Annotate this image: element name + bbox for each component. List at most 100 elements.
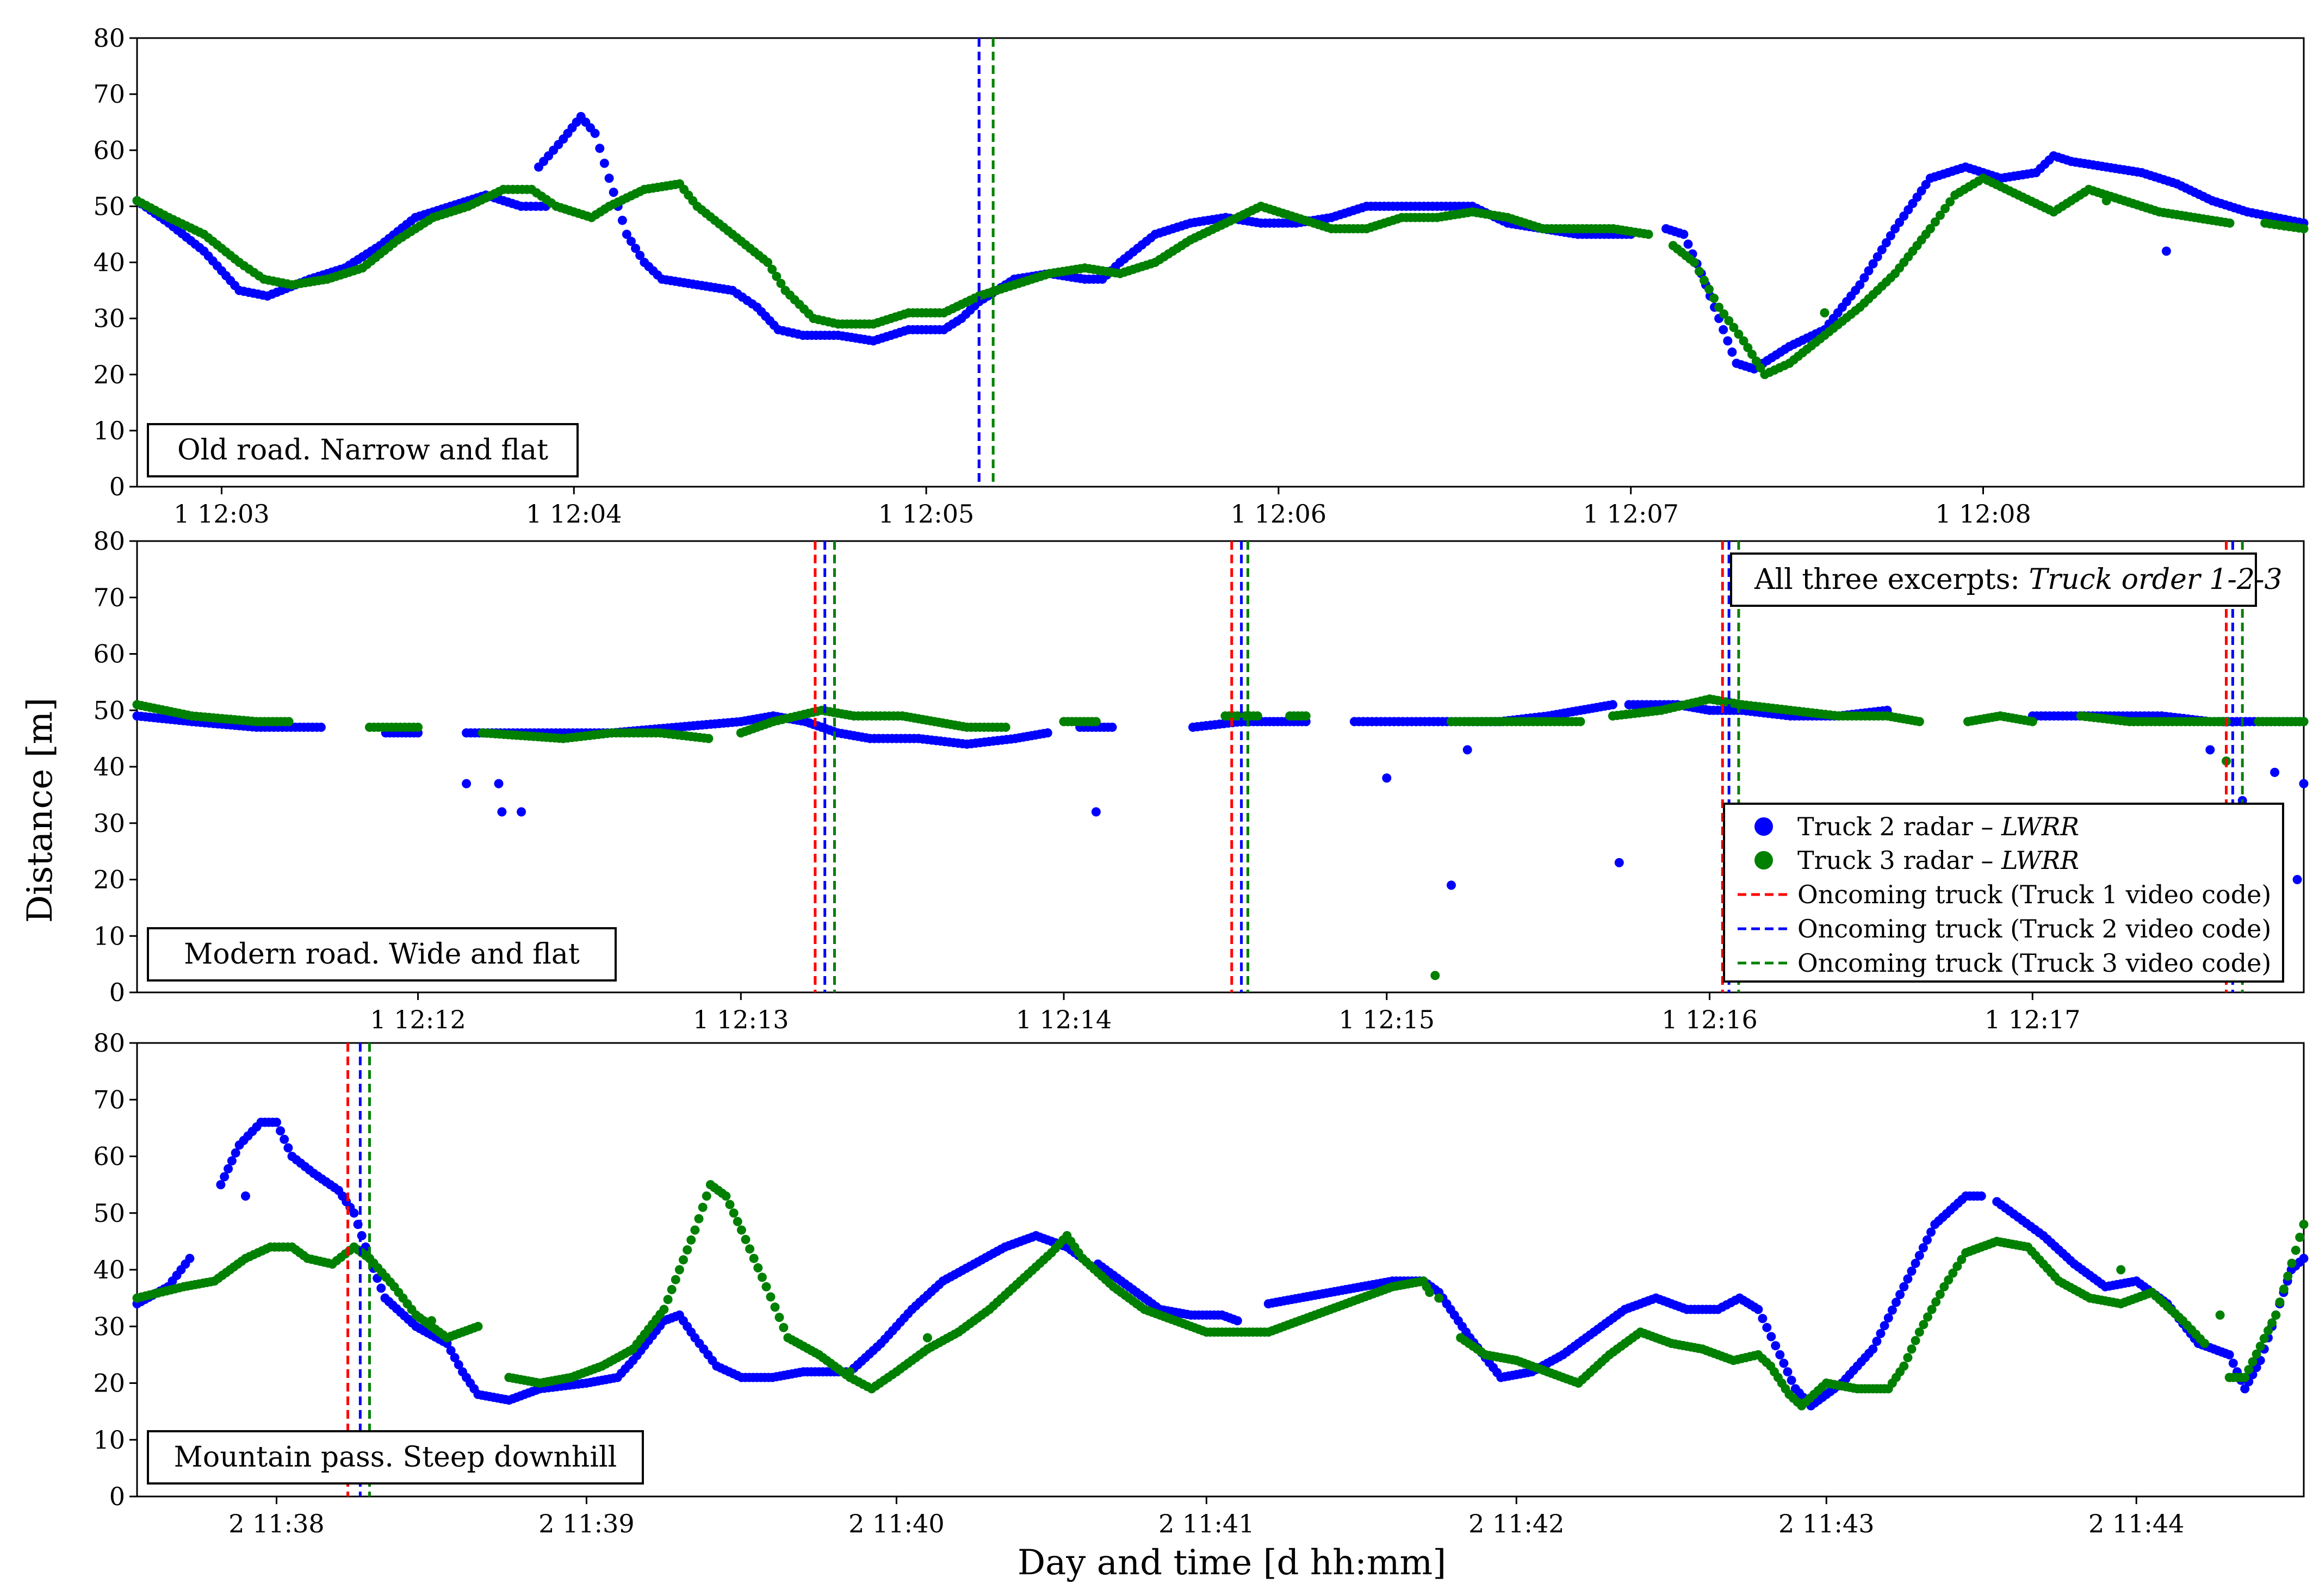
truck2-radar-point xyxy=(1914,1251,1924,1260)
x-tick-label: 2 11:40 xyxy=(848,1509,944,1538)
truck2-radar-point xyxy=(454,1360,463,1370)
truck2-radar-point xyxy=(1758,1314,1768,1324)
truck3-radar-point xyxy=(766,1292,776,1302)
y-tick-label: 30 xyxy=(93,304,125,333)
y-tick-label: 0 xyxy=(109,472,125,501)
truck2-radar-point xyxy=(1872,1337,1882,1346)
truck2-radar-point xyxy=(1727,347,1737,357)
truck2-radar-point xyxy=(1447,880,1456,890)
legend-oncoming1-label: Oncoming truck (Truck 1 video code) xyxy=(1797,880,2271,909)
truck3-radar-point xyxy=(1714,302,1724,312)
y-tick-label: 60 xyxy=(93,1142,125,1171)
truck3-radar-point xyxy=(736,1225,746,1235)
truck3-radar-point xyxy=(683,1245,692,1255)
truck2-radar-point xyxy=(1232,1316,1242,1326)
legend-oncoming3-label: Oncoming truck (Truck 3 video code) xyxy=(1797,948,2271,978)
truck2-radar-point xyxy=(224,1164,233,1173)
truck2-radar-point xyxy=(1868,1344,1878,1354)
panel-title: Old road. Narrow and flat xyxy=(177,434,548,467)
truck3-radar-point xyxy=(1925,224,1935,234)
truck2-radar-point xyxy=(1876,1328,1886,1338)
x-tick-label: 2 11:38 xyxy=(228,1509,324,1538)
truck3-radar-point xyxy=(767,264,777,274)
truck2-radar-point xyxy=(1855,280,1865,290)
truck3-radar-point xyxy=(1751,356,1761,366)
truck3-radar-point xyxy=(761,1282,771,1291)
truck3-radar-point xyxy=(1907,1344,1917,1354)
truck2-radar-point xyxy=(349,1208,359,1218)
x-tick-label: 2 11:39 xyxy=(538,1509,634,1538)
legend-truck2-italic: LWRR xyxy=(2001,812,2079,841)
truck3-radar-point xyxy=(2264,1326,2273,1336)
truck3-radar-point xyxy=(1914,1327,1924,1337)
truck3-radar-point xyxy=(413,722,423,732)
x-tick-label: 1 12:07 xyxy=(1583,499,1678,529)
y-tick-label: 80 xyxy=(93,526,125,556)
y-tick-label: 80 xyxy=(93,1028,125,1058)
truck3-radar-point xyxy=(763,258,773,267)
panel-title-box xyxy=(147,927,617,982)
svg-text:Truck 2 radar – LWRR: Truck 2 radar – LWRR xyxy=(1797,812,2079,841)
panel-title: Modern road. Wide and flat xyxy=(184,938,580,971)
truck3-radar-point xyxy=(774,1313,784,1322)
truck3-radar-point xyxy=(1911,1336,1920,1345)
truck3-radar-point xyxy=(1739,336,1748,346)
y-tick-label: 70 xyxy=(93,79,125,109)
y-tick-label: 20 xyxy=(93,360,125,389)
truck3-radar-point xyxy=(427,1316,436,1326)
truck3-radar-point xyxy=(1939,1282,1949,1291)
truck3-radar-point xyxy=(671,1275,680,1284)
y-tick-label: 30 xyxy=(93,1312,125,1341)
panel-title: Mountain pass. Steep downhill xyxy=(174,1441,617,1474)
truck3-radar-point xyxy=(1719,309,1729,319)
truck2-radar-point xyxy=(1775,1350,1785,1359)
truck3-radar-point xyxy=(1903,1353,1913,1363)
truck3-radar-point xyxy=(741,1234,751,1244)
truck2-radar-point xyxy=(2270,767,2280,777)
x-tick-label: 2 11:41 xyxy=(1158,1509,1254,1538)
truck3-radar-point xyxy=(733,1216,742,1226)
truck3-radar-point xyxy=(1756,363,1765,372)
truck2-radar-point xyxy=(450,1353,460,1363)
truck2-radar-point xyxy=(1771,1341,1781,1351)
y-tick-label: 50 xyxy=(93,191,125,221)
truck3-radar-point xyxy=(702,1191,711,1201)
x-tick-label: 1 12:08 xyxy=(1935,499,2031,529)
truck3-radar-point xyxy=(1820,308,1830,318)
truck3-radar-point xyxy=(1091,717,1101,726)
x-tick-label: 2 11:42 xyxy=(1468,1509,1564,1538)
truck3-radar-point xyxy=(1914,717,1924,726)
axes-frame xyxy=(136,37,2305,488)
truck3-radar-point xyxy=(284,717,294,726)
truck3-radar-point xyxy=(686,1235,696,1245)
truck3-radar-point xyxy=(1689,258,1699,267)
truck3-radar-point xyxy=(674,1265,684,1275)
truck3-radar-point xyxy=(667,1285,677,1294)
truck3-radar-point xyxy=(473,1321,483,1331)
truck3-radar-point xyxy=(2267,1318,2277,1328)
x-tick-label: 1 12:04 xyxy=(526,499,622,529)
x-tick-label: 1 12:06 xyxy=(1231,499,1326,529)
y-tick-label: 0 xyxy=(109,1482,125,1511)
truck2-radar-point xyxy=(231,1148,240,1158)
truck3-radar-point xyxy=(698,1202,708,1212)
truck2-radar-point xyxy=(609,188,618,197)
truck3-radar-point xyxy=(2291,1245,2300,1255)
x-tick-label: 1 12:05 xyxy=(878,499,974,529)
x-tick-label: 1 12:17 xyxy=(1985,1005,2080,1034)
truck3-radar-series xyxy=(132,694,2309,980)
truck3-radar-point xyxy=(770,1302,780,1312)
truck2-radar-series xyxy=(132,111,2309,374)
legend-marker-truck2 xyxy=(1754,817,1773,836)
truck2-radar-point xyxy=(617,215,627,225)
y-tick-label: 40 xyxy=(93,248,125,277)
truck3-radar-point xyxy=(1948,1268,1958,1278)
truck3-radar-point xyxy=(1644,229,1653,239)
truck2-radar-point xyxy=(1753,1305,1763,1314)
x-axis-label: Day and time [d hh:mm] xyxy=(1018,1543,1446,1583)
truck3-radar-point xyxy=(1704,284,1714,294)
truck3-radar-point xyxy=(1952,1262,1962,1271)
truck3-radar-point xyxy=(2287,1258,2297,1268)
truck2-radar-point xyxy=(216,1180,226,1190)
panel-modern-road: 0 10 20 30 40 50 60 70 80 1 12:12 1 12:13 1 12:14 1 … xyxy=(93,526,2309,1034)
